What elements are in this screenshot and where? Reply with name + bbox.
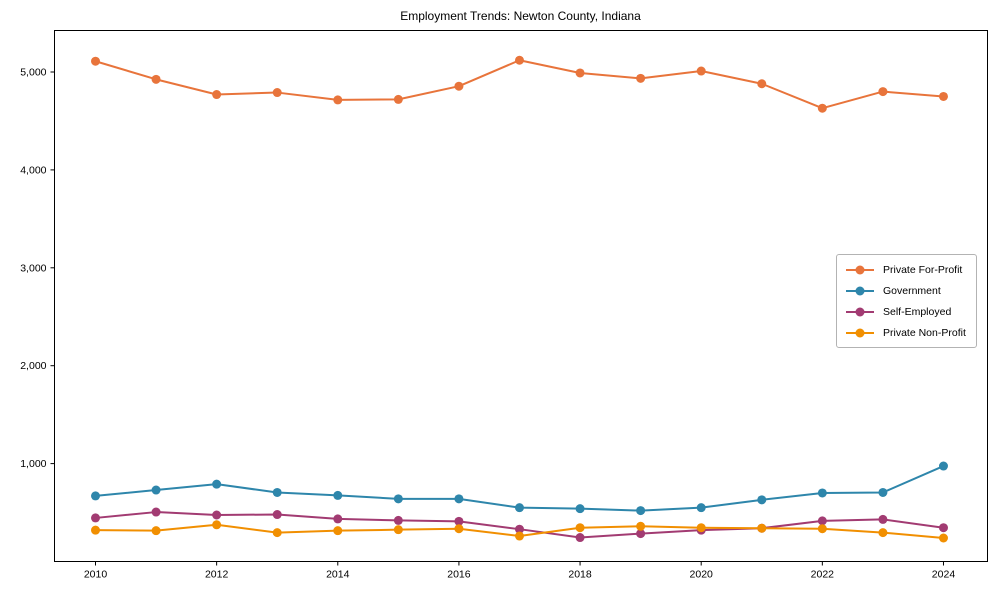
data-point-self-employed-2016 <box>454 516 464 526</box>
x-tick-label: 2022 <box>811 569 835 581</box>
data-point-government-2022 <box>817 488 827 498</box>
data-point-self-employed-2015 <box>393 515 403 525</box>
data-point-government-2011 <box>151 485 161 495</box>
legend-item-self-employed: Self-Employed <box>845 304 966 319</box>
legend-marker-self-employed <box>846 307 874 316</box>
data-point-government-2013 <box>272 487 282 497</box>
legend-label: Private For-Profit <box>883 263 963 276</box>
y-tick-label: 5,000 <box>20 67 46 79</box>
data-point-private-non-profit-2018 <box>575 523 585 533</box>
y-tick-label: 4,000 <box>20 164 46 176</box>
data-point-government-2017 <box>514 503 524 513</box>
y-tick-label: 3,000 <box>20 262 46 274</box>
data-point-self-employed-2010 <box>91 513 100 523</box>
data-point-self-employed-2011 <box>151 507 161 517</box>
data-point-private-non-profit-2020 <box>696 523 706 533</box>
chart-title: Employment Trends: Newton County, Indian… <box>400 9 641 23</box>
data-point-private-non-profit-2019 <box>636 521 646 531</box>
legend-item-government: Government <box>845 283 966 298</box>
data-point-private-for-profit-2024 <box>938 91 948 101</box>
plot-border <box>54 30 988 562</box>
data-point-private-for-profit-2011 <box>151 74 161 84</box>
data-point-private-for-profit-2021 <box>757 79 767 89</box>
legend-label: Self-Employed <box>883 305 952 318</box>
data-point-private-non-profit-2024 <box>938 533 948 543</box>
x-tick-label: 2024 <box>932 569 956 581</box>
x-tick-label: 2020 <box>690 569 714 581</box>
data-point-self-employed-2023 <box>878 514 888 524</box>
data-point-private-non-profit-2017 <box>514 531 524 541</box>
data-point-government-2014 <box>333 490 343 500</box>
data-point-private-for-profit-2023 <box>878 87 888 97</box>
x-tick-label: 2010 <box>84 569 108 581</box>
data-point-private-non-profit-2016 <box>454 524 464 534</box>
legend-label: Private Non-Profit <box>883 326 966 339</box>
data-point-private-for-profit-2012 <box>212 90 222 100</box>
data-point-private-non-profit-2014 <box>333 526 343 536</box>
data-point-self-employed-2019 <box>636 529 646 539</box>
data-point-government-2021 <box>757 495 767 505</box>
legend-item-private-for-profit: Private For-Profit <box>845 262 966 277</box>
data-point-self-employed-2012 <box>212 510 222 520</box>
data-point-government-2010 <box>91 491 100 501</box>
data-point-government-2024 <box>938 461 948 471</box>
y-tick-label: 1,000 <box>20 458 46 470</box>
data-point-private-for-profit-2010 <box>91 56 100 66</box>
data-point-private-non-profit-2021 <box>757 523 767 533</box>
y-tick-label: 2,000 <box>20 360 46 372</box>
data-point-private-for-profit-2022 <box>817 103 827 113</box>
data-point-private-for-profit-2020 <box>696 66 706 76</box>
legend: Private For-Profit Government Self-Employe… <box>836 254 977 348</box>
data-point-private-for-profit-2015 <box>393 94 403 104</box>
data-point-government-2016 <box>454 494 464 504</box>
data-point-government-2012 <box>212 479 222 489</box>
data-point-self-employed-2022 <box>817 516 827 526</box>
data-point-private-non-profit-2023 <box>878 528 888 538</box>
data-point-private-non-profit-2015 <box>393 525 403 535</box>
data-point-government-2015 <box>393 494 403 504</box>
data-point-private-for-profit-2018 <box>575 68 585 78</box>
data-point-private-for-profit-2016 <box>454 81 464 91</box>
data-point-government-2020 <box>696 503 706 513</box>
data-point-self-employed-2024 <box>938 523 948 533</box>
x-tick-label: 2018 <box>568 569 592 581</box>
data-point-self-employed-2018 <box>575 533 585 543</box>
legend-marker-private-for-profit <box>846 265 874 274</box>
data-point-private-non-profit-2022 <box>817 524 827 534</box>
data-point-private-non-profit-2010 <box>91 525 100 535</box>
series-line-private-for-profit <box>94 59 945 110</box>
data-point-private-non-profit-2013 <box>272 528 282 538</box>
data-point-government-2018 <box>575 504 585 514</box>
data-point-private-for-profit-2017 <box>514 55 524 65</box>
data-point-private-for-profit-2014 <box>333 95 343 105</box>
data-point-self-employed-2017 <box>514 524 524 534</box>
x-tick-label: 2012 <box>205 569 229 581</box>
legend-label: Government <box>883 284 941 297</box>
x-tick-label: 2014 <box>326 569 350 581</box>
data-point-private-for-profit-2013 <box>272 88 282 98</box>
data-point-private-for-profit-2019 <box>636 73 646 83</box>
legend-item-private-non-profit: Private Non-Profit <box>845 325 966 340</box>
legend-marker-private-non-profit <box>846 328 874 337</box>
data-point-private-non-profit-2012 <box>212 520 222 530</box>
data-point-government-2019 <box>636 506 646 516</box>
data-point-private-non-profit-2011 <box>151 526 161 536</box>
data-point-self-employed-2014 <box>333 514 343 524</box>
legend-marker-government <box>846 286 874 295</box>
x-tick-label: 2016 <box>447 569 471 581</box>
data-point-government-2023 <box>878 487 888 497</box>
data-point-self-employed-2013 <box>272 510 282 520</box>
